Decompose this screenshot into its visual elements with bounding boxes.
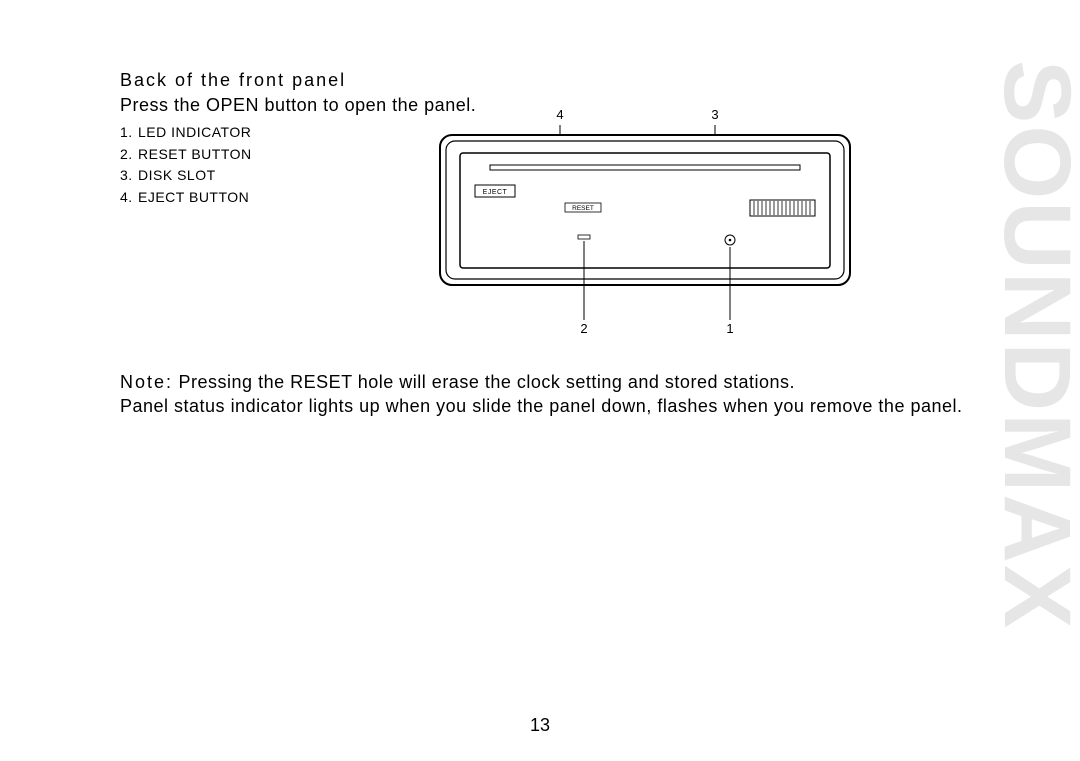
legend-label: EJECT BUTTON xyxy=(138,189,249,205)
callout-2: 2 xyxy=(580,321,587,335)
reset-label: RESET xyxy=(572,205,594,212)
note-text-2: Panel status indicator lights up when yo… xyxy=(120,396,963,416)
legend-num: 4. xyxy=(120,187,138,209)
legend-label: RESET BUTTON xyxy=(138,146,252,162)
note-text-1: Pressing the RESET hole will erase the c… xyxy=(173,372,795,392)
callout-4: 4 xyxy=(556,107,563,122)
brand-watermark: SOUNDMAX xyxy=(989,60,1080,630)
panel-diagram: 4 3 EJECT RESET xyxy=(430,105,860,340)
section-title: Back of the front panel xyxy=(120,70,990,91)
legend-num: 1. xyxy=(120,122,138,144)
panel-svg: 4 3 EJECT RESET xyxy=(430,105,860,335)
callout-1: 1 xyxy=(726,321,733,335)
ribbed-area xyxy=(750,200,815,216)
legend-num: 2. xyxy=(120,144,138,166)
callout-3: 3 xyxy=(711,107,718,122)
legend-num: 3. xyxy=(120,165,138,187)
page-number: 13 xyxy=(0,715,1080,736)
legend-label: LED INDICATOR xyxy=(138,124,251,140)
eject-label: EJECT xyxy=(483,189,508,196)
manual-page: SOUNDMAX Back of the front panel Press t… xyxy=(0,0,1080,761)
note-block: Note: Pressing the RESET hole will erase… xyxy=(120,370,990,419)
note-label: Note: xyxy=(120,372,173,392)
legend-label: DISK SLOT xyxy=(138,167,216,183)
